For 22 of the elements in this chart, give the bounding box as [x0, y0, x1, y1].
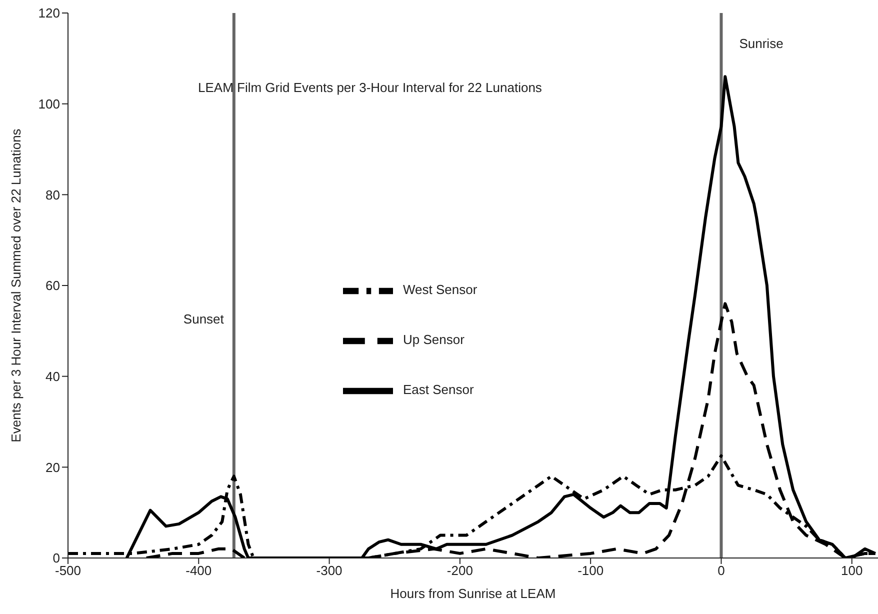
x-tick-label: -200 — [446, 563, 473, 578]
y-tick-label: 0 — [52, 550, 60, 566]
legend-label: Up Sensor — [403, 332, 464, 348]
x-axis-title: Hours from Sunrise at LEAM — [390, 586, 556, 601]
y-tick-label: 120 — [38, 6, 60, 21]
legend-label: West Sensor — [403, 282, 478, 298]
legend-label: East Sensor — [403, 382, 474, 398]
x-tick-label: -300 — [316, 563, 342, 578]
y-tick-label: 60 — [46, 278, 60, 294]
ref-line-label: Sunrise — [739, 36, 784, 51]
x-tick-label: -100 — [578, 563, 604, 578]
y-tick-label: 80 — [46, 187, 60, 202]
y-axis-title: Events per 3 Hour Interval Summed over 22 Lunations — [8, 128, 24, 442]
y-tick-label: 40 — [46, 368, 60, 384]
y-tick-label: 20 — [46, 460, 60, 475]
text: LEAM Film Grid Events per 3-Hour Interval for 22 Lunations — [198, 80, 542, 95]
y-tick-label: 100 — [38, 96, 60, 112]
x-tick-label: -400 — [186, 563, 212, 578]
x-tick-label: -500 — [54, 563, 82, 578]
ref-line-label: Sunset — [183, 312, 224, 327]
x-tick-label: 0 — [718, 563, 725, 578]
x-tick-label: 100 — [841, 563, 863, 578]
